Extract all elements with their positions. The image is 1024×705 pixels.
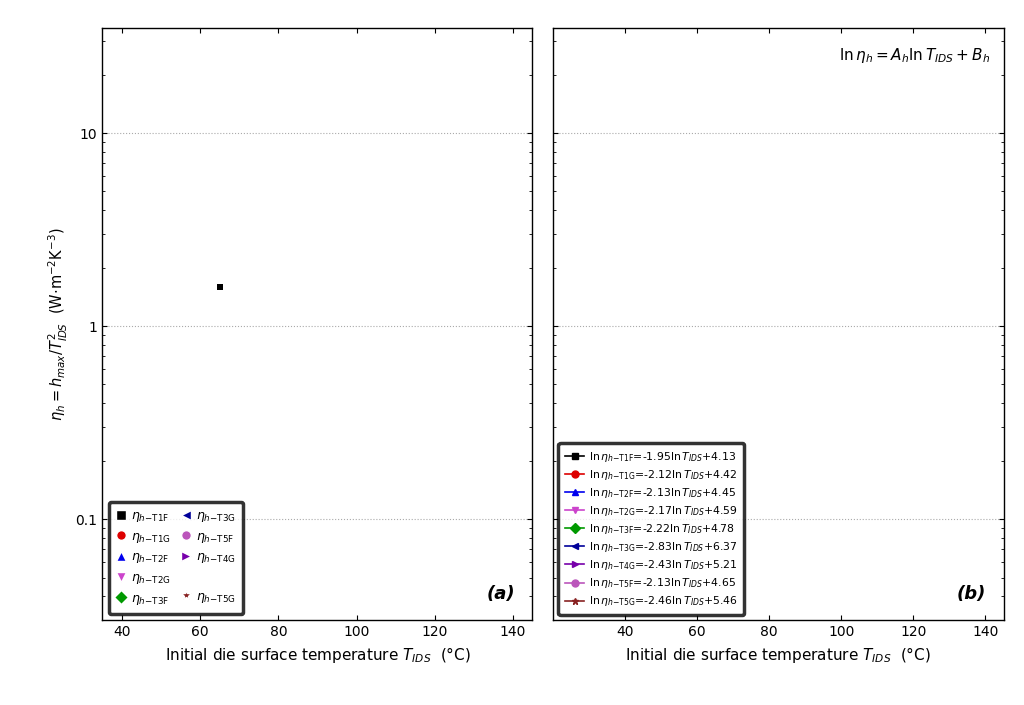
Legend: $\eta_{h\mathrm{-T1F}}$, $\eta_{h\mathrm{-T1G}}$, $\eta_{h\mathrm{-T2F}}$, $\eta: $\eta_{h\mathrm{-T1F}}$, $\eta_{h\mathrm… — [109, 502, 244, 614]
Text: (b): (b) — [956, 584, 985, 603]
X-axis label: Initial die surface temperature $T_{IDS}$  (°C): Initial die surface temperature $T_{IDS}… — [165, 645, 470, 665]
Text: (a): (a) — [486, 584, 515, 603]
Text: $\ln\eta_h=A_h\ln T_{IDS}+B_h$: $\ln\eta_h=A_h\ln T_{IDS}+B_h$ — [839, 46, 990, 65]
Point — [212, 281, 228, 293]
Y-axis label: $\eta_h=h_{max}/T_{IDS}^2$  (W$\cdot$m$^{-2}$K$^{-3}$): $\eta_h=h_{max}/T_{IDS}^2$ (W$\cdot$m$^{… — [47, 228, 70, 421]
Legend: $\ln\eta_{h\mathrm{-T1F}}$=-1.95$\ln T_{IDS}$+4.13, $\ln\eta_{h\mathrm{-T1G}}$=-: $\ln\eta_{h\mathrm{-T1F}}$=-1.95$\ln T_{… — [558, 443, 744, 615]
X-axis label: Initial die surface temperature $T_{IDS}$  (°C): Initial die surface temperature $T_{IDS}… — [626, 645, 931, 665]
